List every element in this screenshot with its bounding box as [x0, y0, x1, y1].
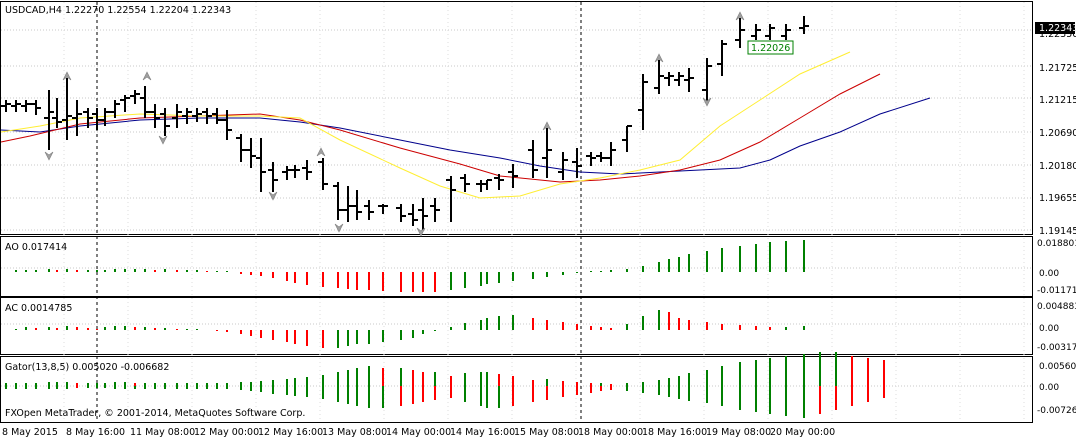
- low-label-text: 1.22026: [751, 43, 790, 54]
- ac-axis-label: 0.00: [1039, 324, 1059, 334]
- time-label: 11 May 08:00: [130, 427, 195, 438]
- price-label: 1.21725: [1039, 63, 1076, 74]
- time-label: 8 May 16:00: [66, 427, 125, 438]
- fractal-down-arrow: [702, 97, 712, 107]
- ao-pane-frame: [0, 236, 1033, 297]
- gator-pane-header: Gator(13,8,5) 0.005020 -0.006682: [5, 362, 169, 373]
- ac-axis: 0.004883 0.00 -0.003178: [1037, 302, 1076, 353]
- gator-pane-frame: [0, 356, 1033, 423]
- ac-pane-header: AC 0.0014785: [5, 303, 72, 314]
- main-pane-header: USDCAD,H4 1.22270 1.22554 1.22204 1.2234…: [5, 5, 231, 16]
- fractal-down-arrow: [158, 135, 168, 145]
- ao-axis-label: 0.018801: [1037, 239, 1076, 249]
- copyright-text: FXOpen MetaTrader, © 2001-2014, MetaQuot…: [5, 408, 305, 419]
- fractal-up-arrow: [542, 121, 552, 131]
- time-label: 12 May 00:00: [194, 427, 259, 438]
- period-separators: [96, 2, 582, 422]
- price-tag-box: [1035, 22, 1075, 34]
- fractal-arrows: [44, 11, 745, 237]
- fractal-down-arrow: [268, 191, 278, 201]
- ao-histogram: [15, 240, 805, 292]
- fractal-down-arrow: [44, 151, 54, 161]
- time-label: 12 May 16:00: [258, 427, 323, 438]
- price-tag-hidden: 1.22350: [1039, 29, 1076, 40]
- ac-histogram: [15, 310, 805, 348]
- gator-histogram: [5, 352, 885, 418]
- fractal-up-arrow: [316, 147, 326, 157]
- time-label: 14 May 00:00: [386, 427, 451, 438]
- ac-axis-label: 0.004883: [1037, 302, 1076, 312]
- time-label: 15 May 08:00: [514, 427, 579, 438]
- price-label: 1.19145: [1039, 226, 1076, 237]
- price-label: 1.20180: [1039, 161, 1076, 172]
- gator-axis: 0.005605 0.00 -0.007267: [1037, 362, 1076, 416]
- time-label: 13 May 08:00: [322, 427, 387, 438]
- ac-pane-frame: [0, 297, 1033, 355]
- alligator-lips-line: [0, 51, 851, 199]
- fractal-up-arrow: [62, 71, 72, 81]
- gator-axis-label: 0.005605: [1039, 362, 1076, 372]
- time-axis: 8 May 2015 8 May 16:00 11 May 08:00 12 M…: [2, 427, 835, 438]
- time-label: 19 May 08:00: [706, 427, 771, 438]
- price-label: 1.20690: [1039, 128, 1076, 139]
- fractal-down-arrow: [334, 223, 344, 233]
- grid-lines: [1, 2, 1032, 422]
- ao-axis: 0.018801 0.00 -0.011713: [1037, 239, 1076, 296]
- time-label: 14 May 16:00: [450, 427, 515, 438]
- time-label: 8 May 2015: [2, 427, 58, 438]
- low-label-box: [747, 40, 794, 55]
- ao-axis-label: 0.00: [1039, 269, 1059, 279]
- time-label: 18 May 00:00: [578, 427, 643, 438]
- price-tag-text: 1.22343: [1039, 23, 1076, 34]
- gator-axis-label: -0.007267: [1037, 406, 1076, 416]
- fractal-up-arrow: [735, 11, 745, 21]
- time-label: 18 May 16:00: [642, 427, 707, 438]
- price-label: 1.21215: [1039, 95, 1076, 106]
- fractal-up-arrow: [654, 53, 664, 63]
- gator-axis-label: 0.00: [1039, 383, 1059, 393]
- ohlc-bars: [1, 16, 809, 230]
- price-axis: 1.22350 1.22343 1.21725 1.21215 1.20690 …: [1035, 22, 1076, 237]
- ac-axis-label: -0.003178: [1037, 343, 1076, 353]
- price-label: 1.19655: [1039, 193, 1076, 204]
- fractal-down-arrow: [416, 227, 426, 237]
- alligator-teeth-line: [0, 73, 881, 183]
- ao-axis-label: -0.011713: [1037, 286, 1076, 296]
- ao-pane-header: AO 0.017414: [5, 242, 67, 253]
- alligator-jaw-line: [0, 97, 931, 175]
- fractal-up-arrow: [142, 71, 152, 81]
- time-label: 20 May 00:00: [770, 427, 835, 438]
